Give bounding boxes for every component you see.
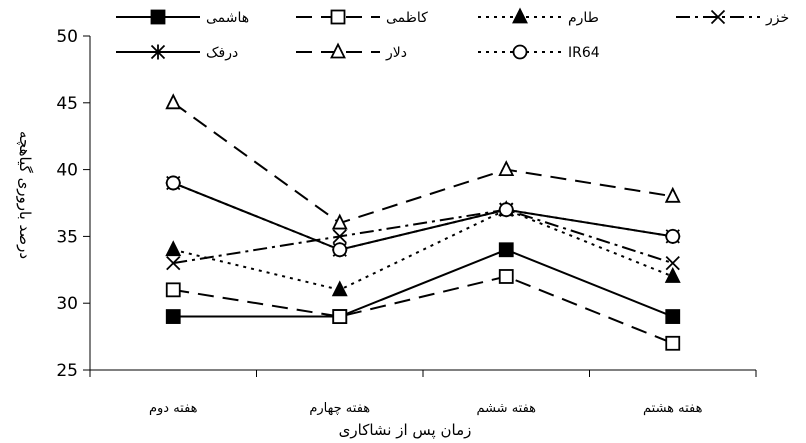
legend-item: درفک <box>116 44 238 61</box>
data-point <box>498 269 514 284</box>
series-line <box>173 248 674 318</box>
data-point <box>165 282 181 298</box>
x-axis-title: زمان پس از نشاکاری <box>339 421 472 440</box>
data-point <box>332 309 348 324</box>
data-point <box>664 186 681 203</box>
y-axis: 25 30 35 40 45 50 <box>56 27 91 381</box>
legend-label: IR64 <box>568 45 600 61</box>
x-tick-label: هفته هشتم <box>643 401 703 416</box>
data-point <box>166 255 181 271</box>
legend-label: دلار <box>385 45 407 61</box>
series-line <box>173 208 674 291</box>
y-tick-label: 40 <box>56 161 78 181</box>
series-line <box>172 101 673 225</box>
legend-label: هاشمی <box>206 10 249 26</box>
series-2 <box>165 269 681 351</box>
data-point <box>165 240 182 257</box>
x-tick-label: هفته ششم <box>476 401 536 416</box>
legend-marker <box>512 44 528 60</box>
data-point <box>665 309 681 324</box>
y-tick-label: 30 <box>56 294 78 314</box>
data-point <box>165 93 182 110</box>
data-point <box>332 242 348 258</box>
data-point <box>165 309 181 324</box>
series-5 <box>165 175 681 258</box>
series-line <box>173 275 674 345</box>
legend-item: خزر <box>676 9 789 26</box>
data-point <box>331 213 348 230</box>
legend-marker <box>330 42 346 59</box>
legend-marker <box>710 9 726 25</box>
legend-label: کاظمی <box>386 10 428 26</box>
data-point <box>332 229 347 244</box>
legend-item: IR64 <box>478 44 600 61</box>
y-tick-label: 45 <box>56 94 78 114</box>
series-1 <box>165 242 681 324</box>
legend-item: هاشمی <box>116 9 249 26</box>
legend-item: طارم <box>478 7 599 26</box>
y-axis-title: درصد باروری گیاهچه <box>16 131 34 259</box>
legend-marker <box>150 44 166 60</box>
y-tick-label: 35 <box>56 227 78 247</box>
x-tick-label: هفته دوم <box>149 401 198 416</box>
legend-marker <box>330 9 346 25</box>
x-tick-label: هفته چهارم <box>309 401 370 416</box>
legend-label: درفک <box>206 45 238 61</box>
series-layer <box>165 93 681 351</box>
data-point <box>664 266 681 283</box>
data-point <box>165 175 181 191</box>
data-point <box>665 228 681 244</box>
series-line <box>172 182 673 251</box>
legend-marker <box>150 9 166 25</box>
data-point <box>498 202 514 218</box>
series-3 <box>165 200 681 297</box>
y-tick-label: 25 <box>56 361 78 381</box>
data-point <box>331 280 348 297</box>
legend-item: کاظمی <box>296 9 428 26</box>
data-point <box>665 255 680 271</box>
y-tick-label: 50 <box>56 27 78 47</box>
legend-item: دلار <box>296 42 407 61</box>
data-point <box>665 335 681 351</box>
data-point <box>498 242 514 258</box>
legend-label: طارم <box>568 10 599 26</box>
legend: هاشمی کاظمی طارم خزر درفک دلار IR64 <box>116 7 789 61</box>
series-line <box>173 208 674 265</box>
data-point <box>498 160 515 177</box>
legend-label: خزر <box>765 10 789 26</box>
series-7 <box>165 175 681 258</box>
series-6 <box>165 93 681 230</box>
x-axis: هفته دوم هفته چهارم هفته ششم هفته هشتم <box>89 369 757 416</box>
legend-marker <box>512 7 528 24</box>
series-4 <box>166 202 680 271</box>
